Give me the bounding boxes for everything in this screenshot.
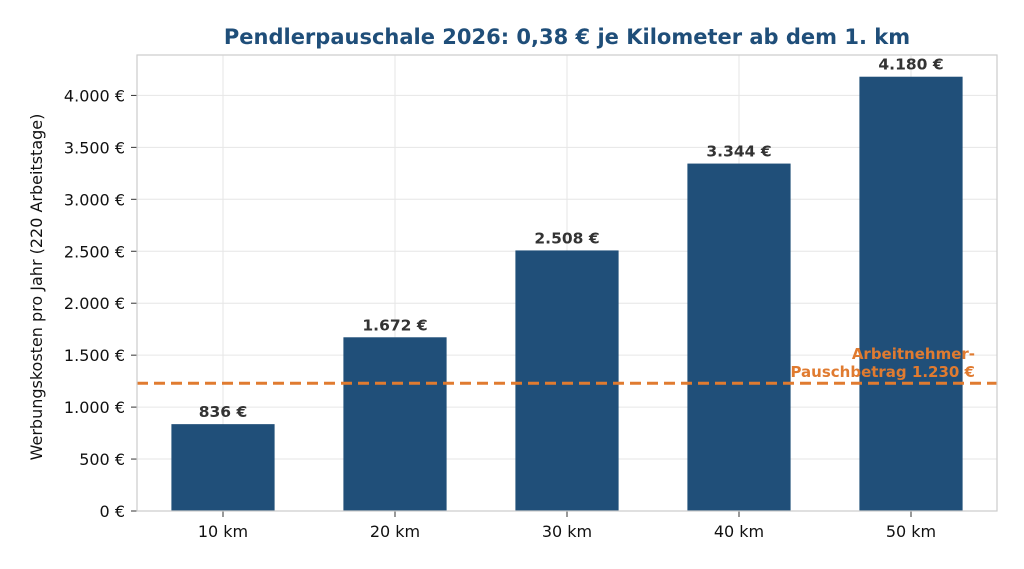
x-tick-label: 20 km bbox=[370, 522, 420, 541]
y-tick-label: 1.000 € bbox=[64, 398, 125, 417]
axis-ticks: 0 € 500 € 1.000 € 1.500 € 2.000 € 2.500 € 3.00… bbox=[64, 86, 936, 541]
reference-line-label: Arbeitnehmer-Pauschbetrag 1.230 € bbox=[790, 345, 975, 381]
reference-line-label-line: Arbeitnehmer- bbox=[852, 345, 975, 363]
y-tick-label: 4.000 € bbox=[64, 86, 125, 105]
bar bbox=[343, 337, 447, 511]
bar bbox=[687, 163, 791, 512]
bar-value-label: 1.672 € bbox=[362, 316, 427, 334]
y-tick-label: 2.500 € bbox=[64, 242, 125, 261]
chart-title: Pendlerpauschale 2026: 0,38 € je Kilomet… bbox=[224, 25, 910, 49]
x-tick-label: 30 km bbox=[542, 522, 592, 541]
bar bbox=[859, 76, 963, 511]
y-tick-label: 0 € bbox=[100, 502, 125, 521]
y-axis-label: Werbungskosten pro Jahr (220 Arbeitstage… bbox=[27, 114, 46, 461]
y-tick-label: 1.500 € bbox=[64, 346, 125, 365]
bar-value-label: 2.508 € bbox=[534, 229, 599, 247]
reference-line-group: Arbeitnehmer-Pauschbetrag 1.230 € bbox=[137, 345, 997, 385]
y-tick-label: 500 € bbox=[79, 450, 125, 469]
x-tick-label: 50 km bbox=[886, 522, 936, 541]
plot-frame bbox=[136, 54, 998, 512]
bar-value-label: 3.344 € bbox=[706, 143, 771, 161]
bars bbox=[171, 76, 963, 512]
y-tick-label: 3.500 € bbox=[64, 138, 125, 157]
y-tick-label: 3.000 € bbox=[64, 190, 125, 209]
bar bbox=[515, 250, 619, 511]
reference-line-label-line: Pauschbetrag 1.230 € bbox=[790, 363, 975, 381]
bar bbox=[171, 424, 275, 511]
bar-value-label: 836 € bbox=[199, 403, 248, 421]
data-labels: 836 € 1.672 € 2.508 € 3.344 € 4.180 € bbox=[199, 56, 944, 421]
bar-value-label: 4.180 € bbox=[878, 56, 943, 74]
x-tick-label: 40 km bbox=[714, 522, 764, 541]
y-tick-label: 2.000 € bbox=[64, 294, 125, 313]
x-tick-label: 10 km bbox=[198, 522, 248, 541]
